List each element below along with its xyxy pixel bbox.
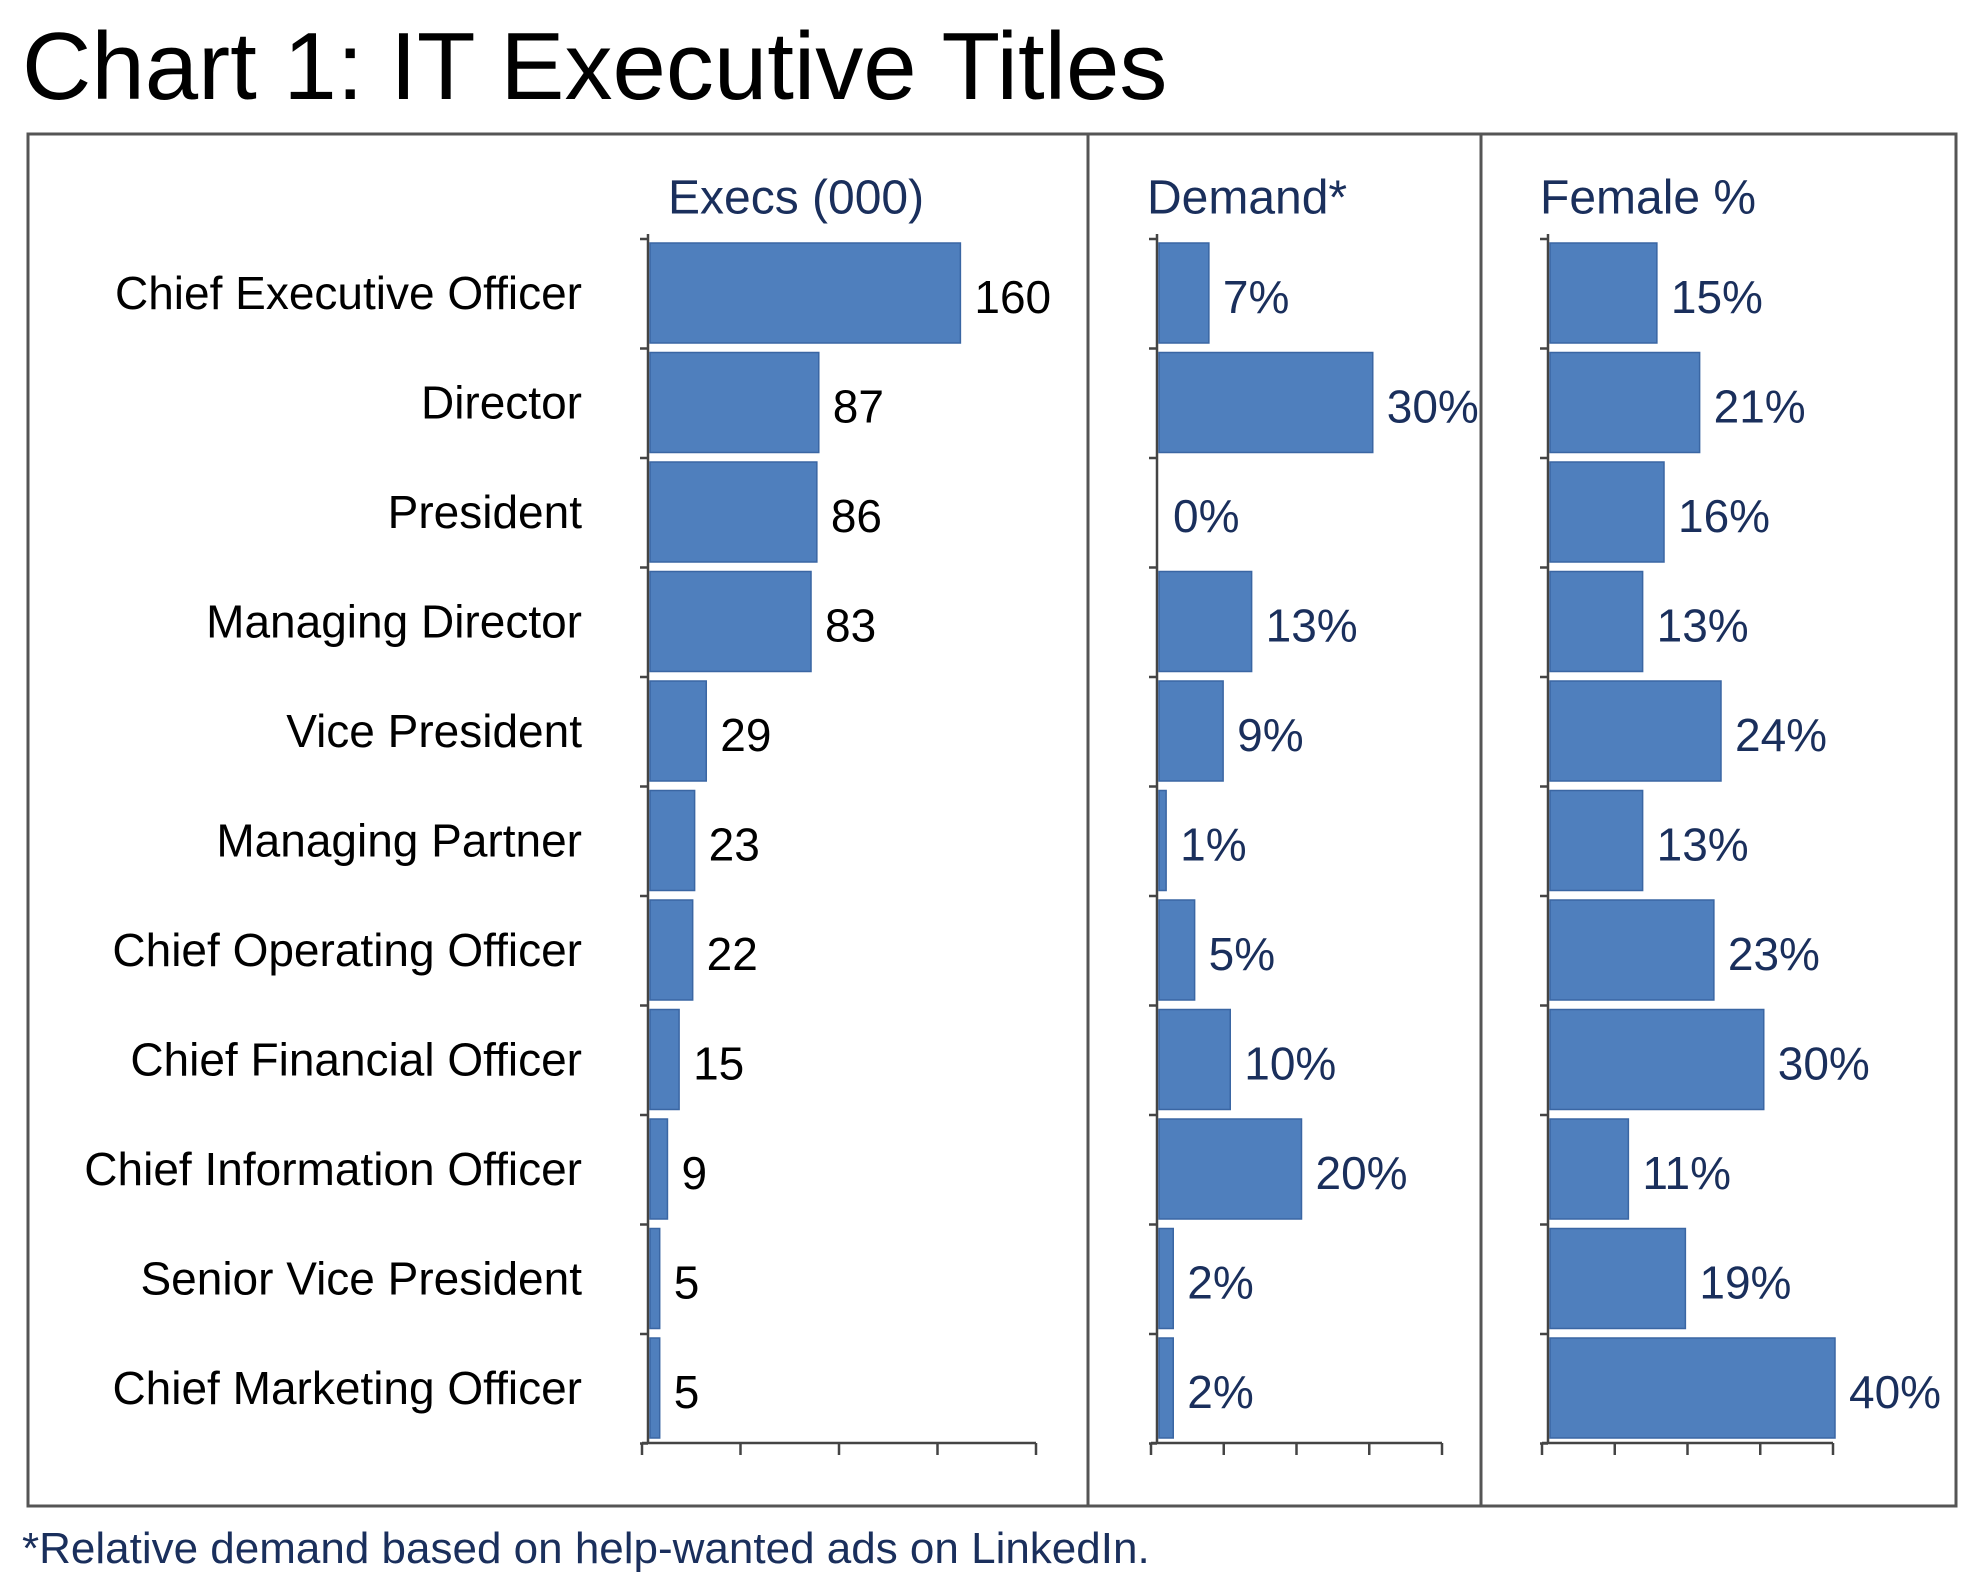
bar	[1158, 570, 1253, 673]
panel-female: Female % 15% 21% 16% 13% 24% 13% 23% 30% 11% 19% 40…	[1540, 172, 1941, 1455]
category-label: Chief Operating Officer	[112, 924, 582, 976]
bar	[1549, 242, 1658, 344]
bar	[1549, 1118, 1630, 1220]
chart-border	[26, 132, 1958, 1508]
bar-value-label: 11%	[1642, 1147, 1731, 1199]
bar-value-label: 15	[693, 1038, 744, 1090]
bar	[1158, 1118, 1303, 1220]
bar	[649, 789, 696, 892]
category-labels: Chief Executive Officer Director President…	[84, 267, 582, 1414]
bar-value-label: 22	[707, 928, 758, 980]
bar	[1158, 680, 1224, 782]
bar	[1158, 1008, 1231, 1111]
bar-value-label: 10%	[1244, 1038, 1336, 1090]
bar	[1158, 789, 1167, 892]
category-label: Chief Financial Officer	[130, 1034, 582, 1086]
bar-value-label: 5%	[1209, 928, 1275, 980]
bar	[1549, 789, 1644, 892]
category-label: Director	[421, 377, 582, 429]
bar	[649, 570, 812, 673]
chart-panels: Execs (000) 160 87 86 83 29 23 22 15 9 5 5 Demand* 7%…	[640, 172, 1941, 1455]
bar	[649, 351, 820, 454]
bar-value-label: 2%	[1187, 1257, 1253, 1309]
bar	[1549, 1337, 1836, 1439]
bar-value-label: 23	[709, 819, 760, 871]
bar-value-label: 9	[681, 1147, 707, 1199]
bar-value-label: 9%	[1237, 709, 1303, 761]
bar	[649, 461, 818, 563]
bar	[1549, 351, 1701, 454]
category-label: Chief Marketing Officer	[112, 1362, 582, 1414]
category-label: Managing Director	[206, 596, 582, 648]
bar-value-label: 40%	[1849, 1366, 1941, 1418]
bar-value-label: 19%	[1699, 1257, 1791, 1309]
bar	[1158, 1337, 1174, 1439]
panel-header: Demand*	[1147, 172, 1347, 225]
bar-value-label: 13%	[1266, 600, 1358, 652]
chart-title: Chart 1: IT Executive Titles	[22, 13, 1168, 120]
chart-frame	[26, 132, 1958, 1508]
panel-execs-000: Execs (000) 160 87 86 83 29 23 22 15 9 5 5	[640, 172, 1051, 1455]
bar-value-label: 20%	[1316, 1147, 1408, 1199]
bar	[1549, 1227, 1687, 1330]
bar-value-label: 24%	[1735, 709, 1827, 761]
bar-value-label: 29	[720, 709, 771, 761]
bar	[649, 1227, 661, 1330]
bar-value-label: 30%	[1387, 381, 1479, 433]
bar-value-label: 1%	[1180, 819, 1246, 871]
bar-value-label: 83	[825, 600, 876, 652]
category-label: Chief Executive Officer	[115, 267, 582, 319]
bar	[1549, 1008, 1765, 1111]
bar	[649, 680, 708, 782]
bar-value-label: 23%	[1728, 928, 1820, 980]
bar-value-label: 13%	[1657, 600, 1749, 652]
category-label: Chief Information Officer	[84, 1143, 582, 1195]
bar-value-label: 0%	[1173, 490, 1239, 542]
bar	[649, 899, 694, 1001]
category-label: Managing Partner	[216, 815, 582, 867]
panel-header: Execs (000)	[668, 172, 924, 225]
bar	[649, 1008, 680, 1111]
bar	[1158, 351, 1374, 454]
panel-header: Female %	[1540, 172, 1756, 225]
bar	[649, 1118, 669, 1220]
bar-value-label: 2%	[1187, 1366, 1253, 1418]
bar	[1549, 680, 1722, 782]
category-label: Senior Vice President	[140, 1253, 582, 1305]
bar	[649, 242, 962, 344]
bar	[1158, 899, 1196, 1001]
bar-value-label: 160	[974, 271, 1051, 323]
bar-value-label: 5	[674, 1257, 700, 1309]
bar-value-label: 30%	[1778, 1038, 1870, 1090]
panel-demand: Demand* 7% 30% 0% 13% 9% 1% 5% 10% 20% 2% 2%	[1147, 172, 1479, 1455]
bar	[1549, 461, 1665, 563]
bar	[1158, 242, 1210, 344]
category-label: President	[388, 486, 583, 538]
bar	[649, 1337, 661, 1439]
bar-value-label: 21%	[1714, 381, 1806, 433]
bar-value-label: 13%	[1657, 819, 1749, 871]
bar-value-label: 16%	[1678, 490, 1770, 542]
category-label: Vice President	[286, 705, 582, 757]
bar-value-label: 87	[833, 381, 884, 433]
bar-value-label: 15%	[1671, 271, 1763, 323]
bar-value-label: 5	[674, 1366, 700, 1418]
bar-value-label: 7%	[1223, 271, 1289, 323]
bar	[1158, 1227, 1174, 1330]
footnote: *Relative demand based on help-wanted ad…	[22, 1524, 1150, 1573]
bar-value-label: 86	[831, 490, 882, 542]
bar	[1549, 899, 1715, 1001]
bar	[1549, 570, 1644, 673]
